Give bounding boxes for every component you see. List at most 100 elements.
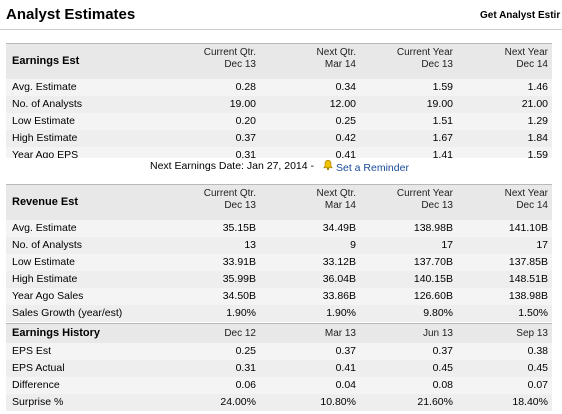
section-title: Earnings Est xyxy=(12,55,80,67)
table-cell: 33.86B xyxy=(322,290,356,302)
table-row: Low Estimate 33.91B 33.12B 137.70B 137.8… xyxy=(6,254,552,271)
table-cell: 0.07 xyxy=(527,379,548,391)
table-cell: 21.60% xyxy=(417,396,453,408)
table-row: Surprise % 24.00% 10.80% 21.60% 18.40% xyxy=(6,394,552,411)
earnings-est-rows: Avg. Estimate 0.28 0.34 1.59 1.46 No. of… xyxy=(6,79,552,164)
table-cell: 0.06 xyxy=(235,379,256,391)
earnings-history-section: Earnings History Dec 12 Mar 13 Jun 13 Se… xyxy=(6,323,552,411)
table-row: No. of Analysts 13 9 17 17 xyxy=(6,237,552,254)
table-row: Year Ago Sales 34.50B 33.86B 126.60B 138… xyxy=(6,288,552,305)
table-cell: 1.84 xyxy=(527,132,548,144)
table-row: Sales Growth (year/est) 1.90% 1.90% 9.80… xyxy=(6,305,552,322)
table-cell: 9.80% xyxy=(423,307,453,319)
row-label: Avg. Estimate xyxy=(12,81,77,93)
get-analyst-estimates-link[interactable]: Get Analyst Estir xyxy=(480,10,561,21)
column-header: Next Year Dec 14 xyxy=(504,47,548,70)
table-cell: 1.50% xyxy=(518,307,548,319)
table-row: Avg. Estimate 35.15B 34.49B 138.98B 141.… xyxy=(6,220,552,237)
next-earnings-date: Next Earnings Date: Jan 27, 2014 - xyxy=(150,160,315,172)
table-cell: 0.37 xyxy=(432,345,453,357)
row-label: EPS Est xyxy=(12,345,52,357)
table-cell: 148.51B xyxy=(508,273,548,285)
column-header: Current Year Dec 13 xyxy=(396,188,453,211)
set-reminder-link[interactable]: Set a Reminder xyxy=(336,162,409,174)
section-title: Earnings History xyxy=(12,327,101,339)
table-cell: 0.41 xyxy=(335,362,356,374)
table-cell: 0.34 xyxy=(335,81,356,93)
earnings-history-header: Earnings History Dec 12 Mar 13 Jun 13 Se… xyxy=(6,323,552,343)
table-cell: 137.70B xyxy=(413,256,453,268)
row-label: Low Estimate xyxy=(12,115,76,127)
table-cell: 33.12B xyxy=(322,256,356,268)
column-header: Next Qtr. Mar 14 xyxy=(316,47,356,70)
table-cell: 138.98B xyxy=(413,222,453,234)
row-label: High Estimate xyxy=(12,132,78,144)
table-cell: 138.98B xyxy=(508,290,548,302)
column-header: Mar 13 xyxy=(324,328,356,339)
row-label: Low Estimate xyxy=(12,256,76,268)
column-header: Next Qtr. Mar 14 xyxy=(316,188,356,211)
table-cell: 12.00 xyxy=(329,98,356,110)
table-cell: 18.40% xyxy=(512,396,548,408)
earnings-history-rows: EPS Est 0.25 0.37 0.37 0.38 EPS Actual 0… xyxy=(6,343,552,411)
table-cell: 1.59 xyxy=(432,81,453,93)
table-row: Avg. Estimate 0.28 0.34 1.59 1.46 xyxy=(6,79,552,96)
table-row: No. of Analysts 19.00 12.00 19.00 21.00 xyxy=(6,96,552,113)
table-cell: 0.20 xyxy=(235,115,256,127)
row-label: No. of Analysts xyxy=(12,98,83,110)
table-cell: 126.60B xyxy=(413,290,453,302)
table-cell: 17 xyxy=(441,239,453,251)
table-cell: 141.10B xyxy=(508,222,548,234)
table-row: EPS Actual 0.31 0.41 0.45 0.45 xyxy=(6,360,552,377)
table-cell: 24.00% xyxy=(220,396,256,408)
table-cell: 0.31 xyxy=(235,362,256,374)
table-row: High Estimate 0.37 0.42 1.67 1.84 xyxy=(6,130,552,147)
next-earnings-line: Next Earnings Date: Jan 27, 2014 - Set a… xyxy=(6,158,552,176)
row-label: High Estimate xyxy=(12,273,78,285)
table-cell: 0.38 xyxy=(527,345,548,357)
table-cell: 0.42 xyxy=(335,132,356,144)
bell-icon[interactable] xyxy=(322,159,334,171)
table-cell: 0.28 xyxy=(235,81,256,93)
table-cell: 35.99B xyxy=(222,273,256,285)
table-cell: 9 xyxy=(350,239,356,251)
table-cell: 34.49B xyxy=(322,222,356,234)
row-label: Sales Growth (year/est) xyxy=(12,307,123,319)
table-cell: 1.46 xyxy=(527,81,548,93)
table-row: EPS Est 0.25 0.37 0.37 0.38 xyxy=(6,343,552,360)
table-cell: 137.85B xyxy=(508,256,548,268)
table-cell: 17 xyxy=(536,239,548,251)
table-cell: 1.29 xyxy=(527,115,548,127)
row-label: No. of Analysts xyxy=(12,239,83,251)
table-cell: 19.00 xyxy=(426,98,453,110)
row-label: Difference xyxy=(12,379,60,391)
column-header: Current Year Dec 13 xyxy=(396,47,453,70)
table-row: Difference 0.06 0.04 0.08 0.07 xyxy=(6,377,552,394)
table-cell: 36.04B xyxy=(322,273,356,285)
table-cell: 34.50B xyxy=(222,290,256,302)
section-title: Revenue Est xyxy=(12,196,79,208)
table-cell: 1.67 xyxy=(432,132,453,144)
table-cell: 0.45 xyxy=(432,362,453,374)
table-cell: 1.51 xyxy=(432,115,453,127)
page-title: Analyst Estimates xyxy=(6,6,136,23)
table-cell: 1.90% xyxy=(326,307,356,319)
revenue-est-section: Revenue Est Current Qtr. Dec 13 Next Qtr.… xyxy=(6,184,552,322)
column-header: Dec 12 xyxy=(224,328,256,339)
table-cell: 0.25 xyxy=(235,345,256,357)
table-cell: 0.37 xyxy=(235,132,256,144)
table-row: Low Estimate 0.20 0.25 1.51 1.29 xyxy=(6,113,552,130)
column-header: Current Qtr. Dec 13 xyxy=(203,47,256,70)
table-cell: 10.80% xyxy=(320,396,356,408)
earnings-est-section: Earnings Est Current Qtr. Dec 13 Next Qtr… xyxy=(6,43,552,164)
table-cell: 0.04 xyxy=(335,379,356,391)
table-cell: 0.25 xyxy=(335,115,356,127)
column-header: Current Qtr. Dec 13 xyxy=(203,188,256,211)
table-cell: 13 xyxy=(244,239,256,251)
header-divider xyxy=(0,29,562,30)
table-cell: 140.15B xyxy=(413,273,453,285)
earnings-est-header: Earnings Est Current Qtr. Dec 13 Next Qtr… xyxy=(6,43,552,79)
table-cell: 33.91B xyxy=(222,256,256,268)
row-label: Year Ago Sales xyxy=(12,290,84,302)
table-cell: 0.37 xyxy=(335,345,356,357)
